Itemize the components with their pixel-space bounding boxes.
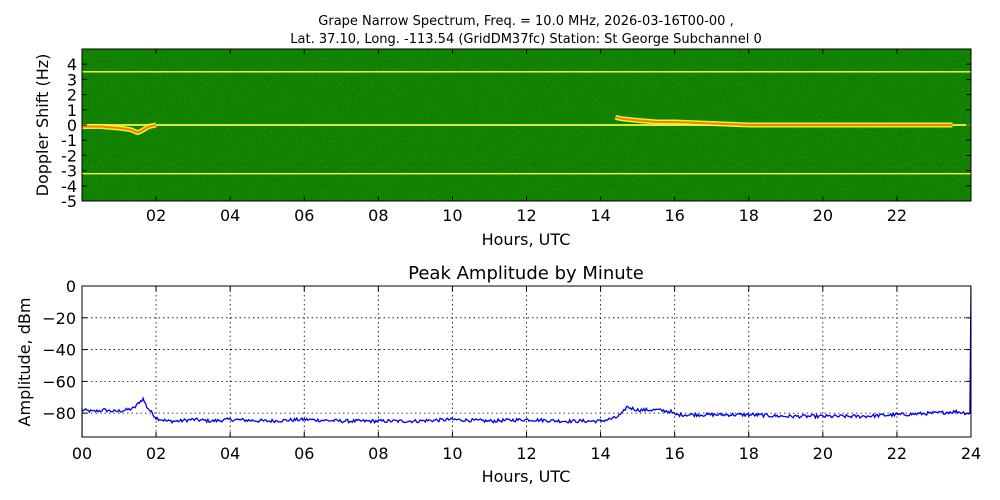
- spectrum-ytick-label: 4: [67, 55, 77, 74]
- amplitude-ytick-label: −20: [42, 309, 76, 328]
- amplitude-xtick-label: 24: [961, 444, 981, 463]
- spectrum-xtick-label: 16: [664, 206, 684, 225]
- amplitude-ytick-label: 0: [66, 277, 76, 296]
- spectrum-xtick-label: 04: [220, 206, 240, 225]
- spectrum-title-line1: Grape Narrow Spectrum, Freq. = 10.0 MHz,…: [318, 14, 733, 29]
- spectrum-title-line2: Lat. 37.10, Long. -113.54 (GridDM37fc) S…: [290, 32, 761, 47]
- amplitude-xtick-label: 14: [590, 444, 610, 463]
- amplitude-ytick-label: −80: [42, 404, 76, 423]
- spectrum-ytick-label: -5: [61, 192, 77, 211]
- spectrum-ytick-label: 3: [67, 70, 77, 89]
- spectrogram-plot: [82, 49, 971, 201]
- spectrum-ytick-label: 1: [67, 101, 77, 120]
- amplitude-xtick-label: 08: [368, 444, 388, 463]
- amplitude-title: Peak Amplitude by Minute: [408, 263, 644, 284]
- spectrum-xlabel: Hours, UTC: [482, 230, 571, 249]
- spectrum-xtick-label: 14: [590, 206, 610, 225]
- amplitude-xtick-label: 04: [220, 444, 240, 463]
- amplitude-xtick-label: 22: [887, 444, 907, 463]
- spectrum-xtick-label: 10: [442, 206, 462, 225]
- amplitude-xtick-label: 02: [146, 444, 166, 463]
- spectrum-ytick-label: -4: [61, 177, 77, 196]
- amplitude-xtick-label: 20: [813, 444, 833, 463]
- amplitude-xtick-label: 12: [516, 444, 536, 463]
- amplitude-series-line: [82, 286, 971, 437]
- spectrum-ytick-label: -1: [61, 131, 77, 150]
- spectrum-ytick-label: -3: [61, 162, 77, 181]
- spectrum-ylabel: Doppler Shift (Hz): [33, 54, 52, 197]
- spectrum-xtick-label: 22: [887, 206, 907, 225]
- amplitude-xtick-label: 00: [72, 444, 92, 463]
- spectrum-xtick-label: 18: [739, 206, 759, 225]
- spectrum-xtick-label: 20: [813, 206, 833, 225]
- spectrum-carrier-peak-1: [615, 116, 953, 126]
- spectrum-xtick-label: 12: [516, 206, 536, 225]
- amplitude-ylabel: Amplitude, dBm: [15, 298, 34, 427]
- amplitude-ytick-label: −40: [42, 341, 76, 360]
- amplitude-xlabel: Hours, UTC: [482, 467, 571, 486]
- spectrum-xtick-label: 02: [146, 206, 166, 225]
- spectrum-ytick-label: 2: [67, 86, 77, 105]
- amplitude-ytick-label: −60: [42, 372, 76, 391]
- amplitude-xtick-label: 10: [442, 444, 462, 463]
- amplitude-xtick-label: 06: [294, 444, 314, 463]
- spectrum-xtick-label: 06: [294, 206, 314, 225]
- spectrum-carrier-peak-0: [82, 124, 157, 134]
- amplitude-xtick-label: 16: [664, 444, 684, 463]
- spectrum-xtick-label: 08: [368, 206, 388, 225]
- spectrum-ytick-label: 0: [67, 116, 77, 135]
- spectrum-ytick-label: -2: [61, 146, 77, 165]
- amplitude-xtick-label: 18: [739, 444, 759, 463]
